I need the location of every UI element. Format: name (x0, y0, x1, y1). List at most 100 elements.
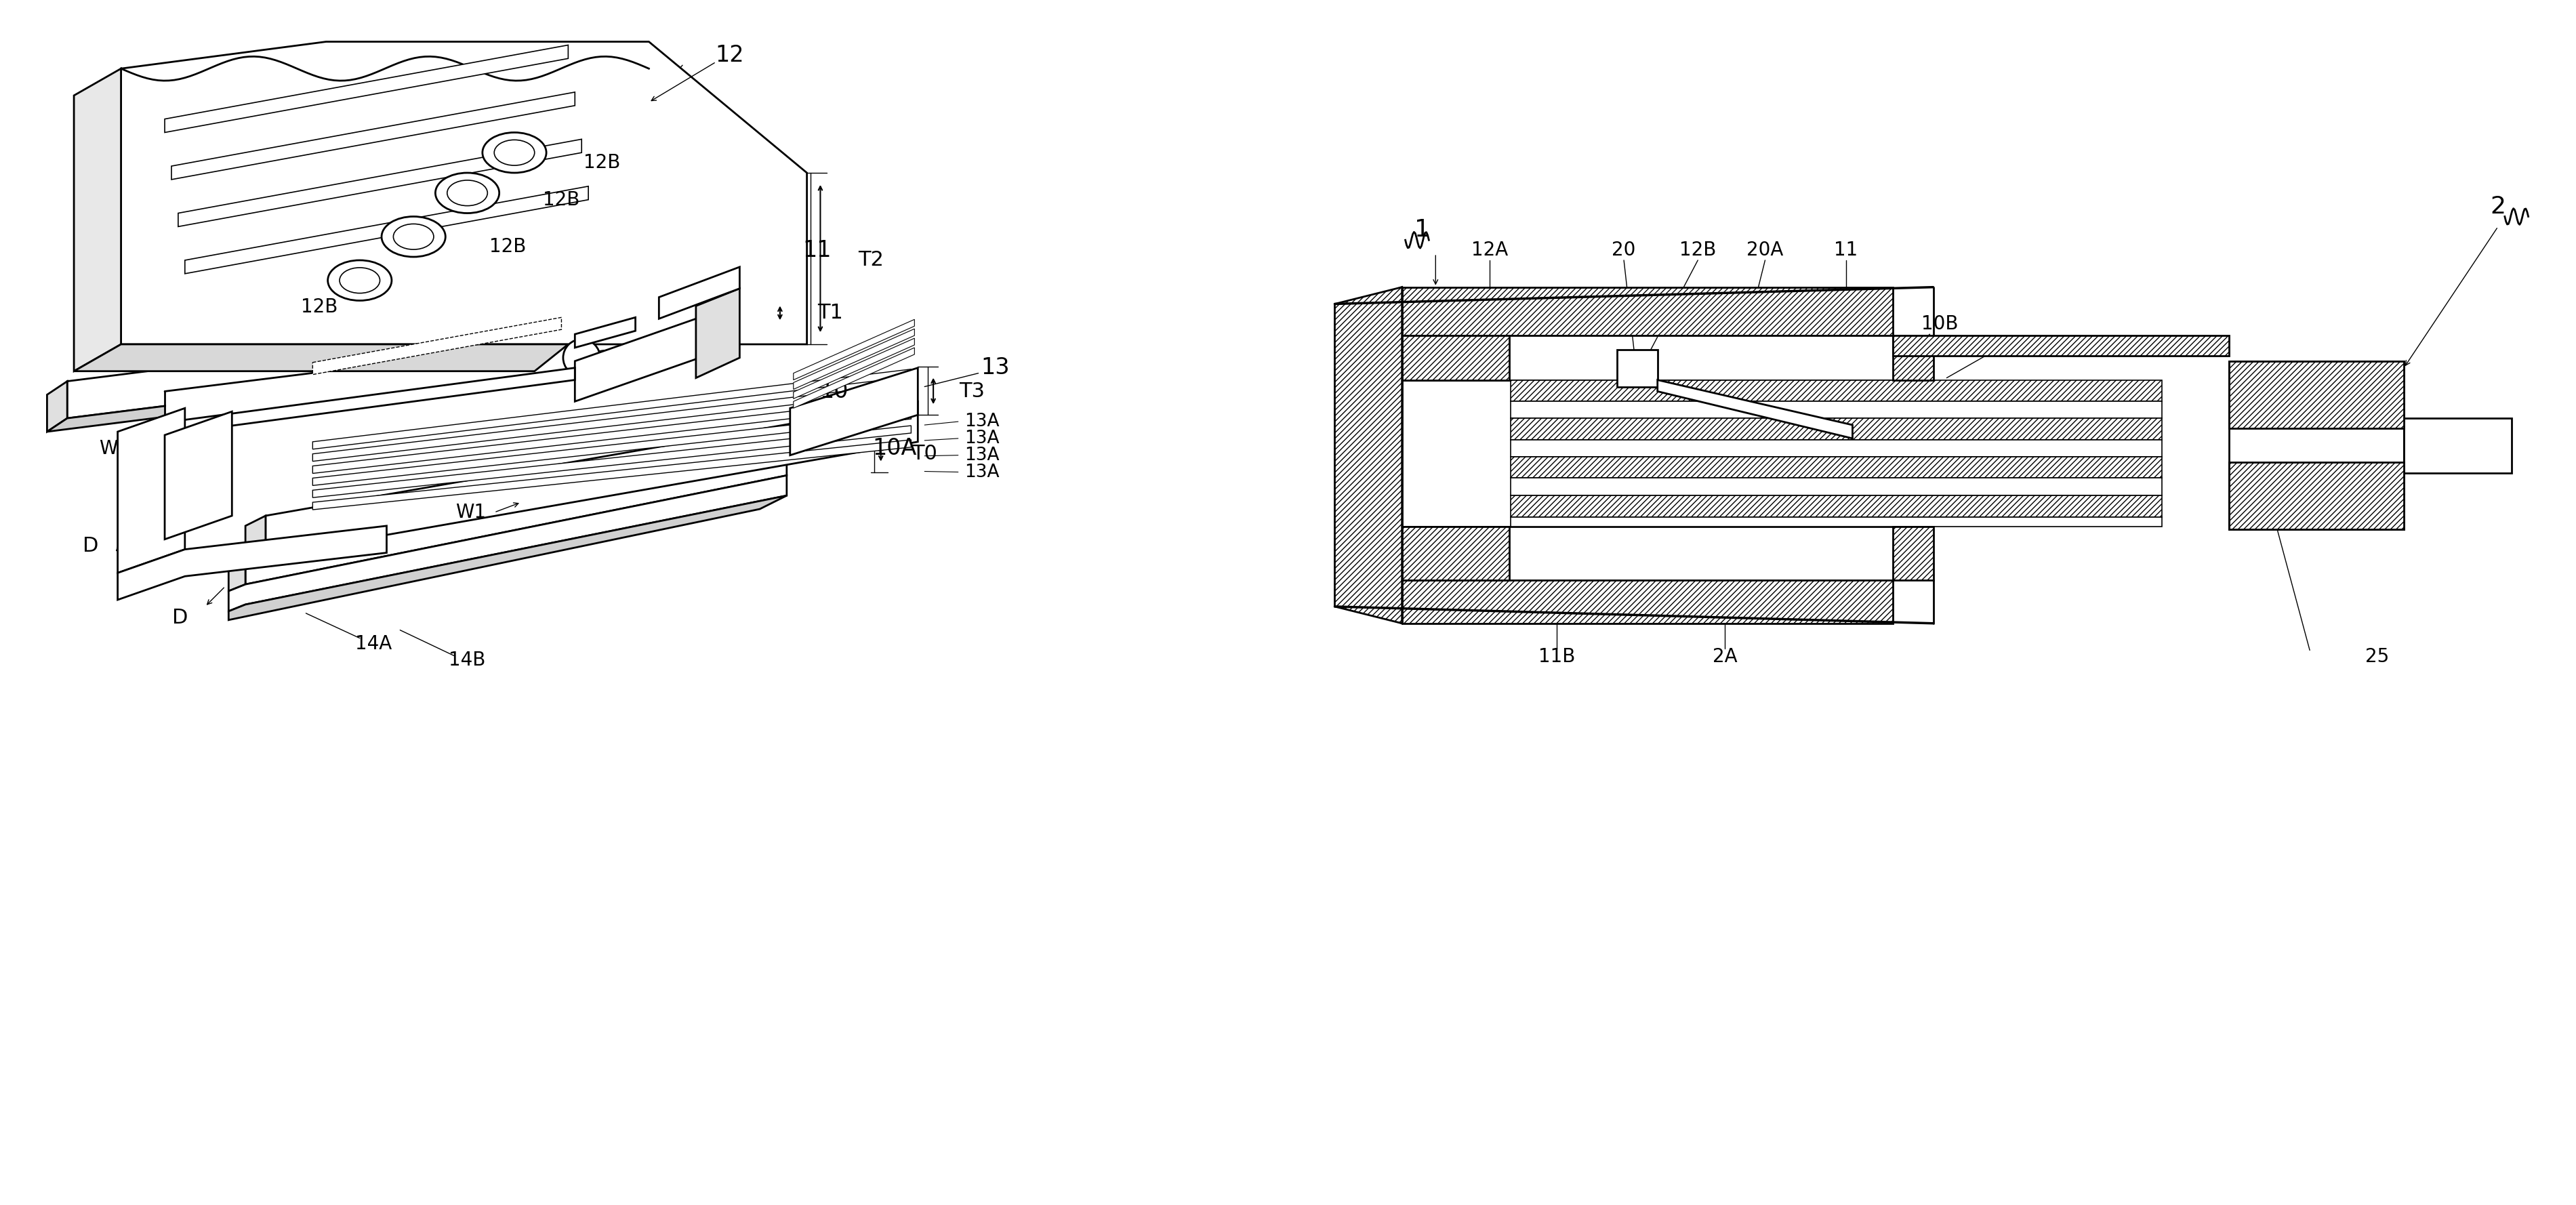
Polygon shape (1512, 380, 2161, 401)
Ellipse shape (448, 181, 487, 206)
Text: 12B: 12B (544, 190, 580, 210)
Ellipse shape (435, 172, 500, 213)
Text: W1: W1 (456, 502, 487, 522)
Polygon shape (118, 408, 185, 572)
Polygon shape (574, 317, 636, 348)
Text: 11B: 11B (1538, 647, 1574, 666)
Polygon shape (1893, 335, 2228, 355)
Polygon shape (75, 345, 569, 371)
Text: D: D (82, 536, 98, 556)
Text: 13A: 13A (963, 463, 999, 481)
Polygon shape (75, 69, 121, 371)
Text: 12B: 12B (582, 153, 621, 172)
Polygon shape (1893, 335, 1932, 380)
Polygon shape (67, 294, 762, 418)
Ellipse shape (381, 217, 446, 257)
Text: 10A: 10A (873, 437, 917, 459)
Text: 11: 11 (804, 239, 832, 261)
Polygon shape (312, 412, 912, 486)
Text: T3: T3 (958, 382, 984, 401)
Polygon shape (173, 368, 574, 434)
Polygon shape (229, 563, 245, 592)
Polygon shape (1656, 380, 1852, 439)
Polygon shape (165, 342, 574, 427)
Polygon shape (574, 315, 708, 401)
Polygon shape (1401, 287, 1893, 335)
Text: T2: T2 (858, 251, 884, 270)
Polygon shape (696, 288, 739, 378)
Polygon shape (1618, 349, 1656, 387)
Text: 14B: 14B (448, 651, 487, 670)
Polygon shape (2228, 362, 2403, 529)
Polygon shape (312, 383, 912, 462)
Polygon shape (793, 348, 914, 408)
Polygon shape (312, 317, 562, 375)
Polygon shape (1512, 457, 2161, 478)
Text: 12B: 12B (301, 298, 337, 317)
Ellipse shape (394, 224, 433, 249)
Text: T0: T0 (912, 445, 938, 464)
Text: 10B: 10B (1922, 315, 1958, 334)
Polygon shape (1512, 401, 2161, 418)
Polygon shape (245, 454, 786, 584)
Text: 14A: 14A (355, 634, 392, 653)
Text: 11: 11 (1834, 241, 1857, 259)
Text: 25: 25 (2365, 647, 2388, 666)
Polygon shape (245, 516, 265, 566)
Text: 12: 12 (716, 43, 744, 66)
Polygon shape (165, 45, 569, 133)
Text: 2: 2 (2491, 195, 2506, 218)
Polygon shape (46, 381, 67, 431)
Polygon shape (121, 42, 806, 345)
Text: D: D (173, 609, 188, 628)
Text: 12B: 12B (1680, 241, 1716, 259)
Ellipse shape (327, 260, 392, 300)
Text: T1: T1 (817, 302, 842, 323)
Text: 20A: 20A (1747, 241, 1783, 259)
Ellipse shape (482, 133, 546, 172)
Text: 13: 13 (981, 357, 1010, 380)
Polygon shape (2403, 418, 2512, 472)
Polygon shape (1512, 418, 2161, 440)
Polygon shape (2228, 362, 2403, 428)
Polygon shape (1401, 380, 1893, 527)
Polygon shape (1342, 287, 1401, 623)
Polygon shape (265, 401, 917, 556)
Text: 12A: 12A (1471, 241, 1507, 259)
Polygon shape (1512, 517, 2161, 527)
Polygon shape (185, 187, 587, 274)
Polygon shape (165, 412, 232, 540)
Text: 13A: 13A (963, 446, 999, 464)
Polygon shape (312, 440, 912, 510)
Polygon shape (178, 140, 582, 227)
Text: 2A: 2A (1713, 647, 1736, 666)
Polygon shape (312, 398, 912, 474)
Text: 1: 1 (1414, 218, 1430, 241)
Polygon shape (1334, 287, 1401, 623)
Text: 12B: 12B (489, 237, 526, 257)
Text: 20: 20 (1613, 241, 1636, 259)
Polygon shape (46, 331, 762, 431)
Polygon shape (229, 476, 786, 611)
Polygon shape (312, 425, 912, 498)
Text: 21: 21 (1989, 335, 2012, 354)
Text: 10: 10 (819, 380, 848, 402)
Polygon shape (659, 268, 739, 319)
Ellipse shape (340, 268, 379, 293)
Text: 13A: 13A (963, 413, 999, 430)
Polygon shape (793, 339, 914, 399)
Polygon shape (793, 329, 914, 389)
Text: 13A: 13A (963, 430, 999, 447)
Polygon shape (173, 92, 574, 180)
Polygon shape (1401, 581, 1893, 623)
Polygon shape (1512, 478, 2161, 495)
Ellipse shape (495, 140, 536, 165)
Polygon shape (1401, 527, 1510, 581)
Polygon shape (1401, 335, 1510, 380)
Ellipse shape (564, 340, 600, 376)
Polygon shape (1512, 495, 2161, 517)
Polygon shape (1512, 440, 2161, 457)
Text: W1: W1 (98, 439, 129, 458)
Polygon shape (118, 525, 386, 600)
Polygon shape (791, 368, 917, 455)
